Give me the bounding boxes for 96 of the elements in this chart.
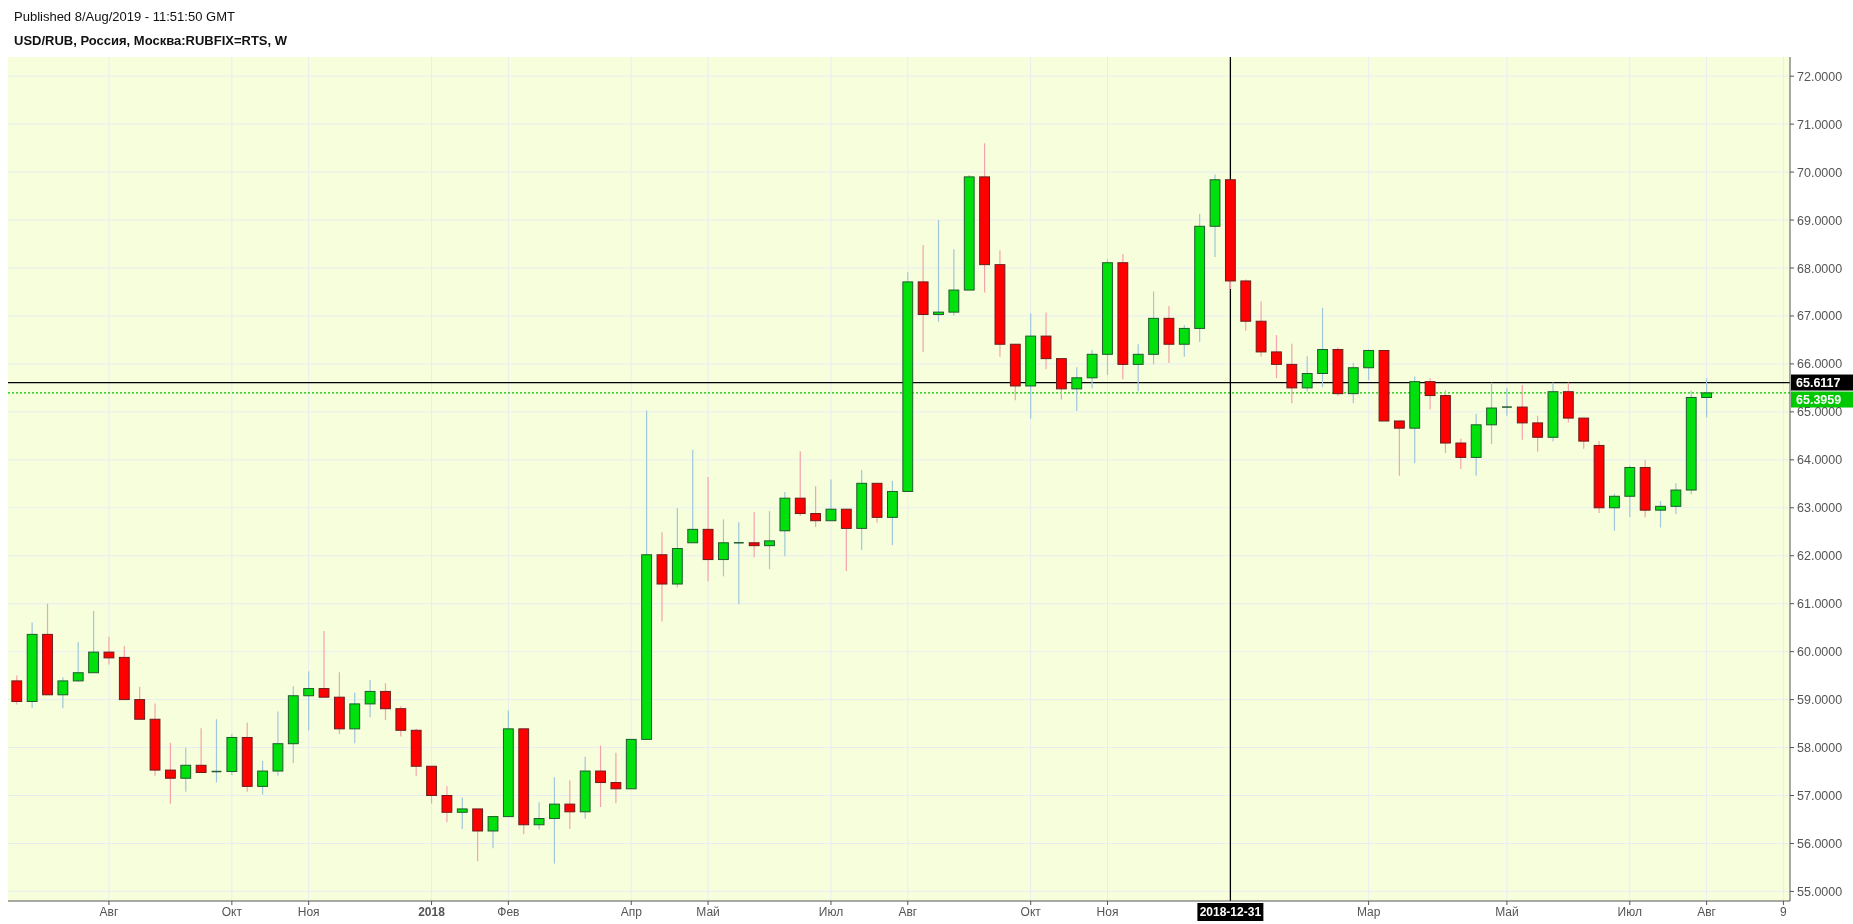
x-tick-label: Ноя: [297, 905, 320, 919]
candlestick: [794, 450, 806, 517]
x-tick-label: Май: [696, 905, 720, 919]
candlestick: [456, 796, 468, 830]
candlestick: [564, 779, 576, 830]
x-tick-label: Окт: [1020, 905, 1042, 919]
y-tick-label: 71.0000: [1797, 117, 1843, 132]
candlestick: [825, 478, 837, 522]
y-tick-label: 72.0000: [1797, 69, 1843, 84]
candlestick: [72, 641, 84, 683]
x-tick-label: Авг: [898, 905, 918, 919]
candlestick: [164, 742, 176, 805]
candlestick: [1301, 355, 1313, 392]
candlestick: [364, 679, 376, 718]
candlestick: [303, 670, 315, 731]
candlestick: [487, 816, 499, 849]
x-tick-label: 2018: [418, 905, 446, 919]
candlestick: [810, 485, 822, 528]
y-tick-label: 69.0000: [1797, 213, 1843, 228]
y-tick-label: 58.0000: [1797, 741, 1843, 756]
candlestick: [1501, 387, 1513, 417]
candlestick: [533, 801, 545, 831]
y-tick-label: 61.0000: [1797, 597, 1843, 612]
candlestick: [380, 682, 391, 721]
x-tick-label: Авг: [99, 905, 119, 919]
candlestick: [1655, 500, 1666, 529]
candlestick: [88, 610, 99, 674]
candlestick: [441, 785, 453, 823]
chart-title: USD/RUB, Россия, Москва:RUBFIX=RTS, W: [14, 33, 288, 48]
y-tick-label: 60.0000: [1797, 645, 1843, 660]
candlestick: [1086, 349, 1098, 389]
candlestick: [1455, 438, 1467, 470]
y-tick-label: 55.0000: [1797, 884, 1843, 899]
candlestick: [11, 675, 23, 705]
candlestick: [1486, 382, 1497, 445]
candlestick: [257, 760, 268, 796]
candlestick: [1701, 377, 1713, 419]
x-tick-label: Апр: [620, 905, 643, 919]
candlestick: [733, 521, 745, 605]
candlestick: [933, 219, 944, 323]
candlestick: [1578, 417, 1590, 450]
y-tick-label: 62.0000: [1797, 549, 1843, 564]
x-tick-label: Фев: [497, 905, 520, 919]
candlestick: [103, 636, 115, 666]
ref-line-label: 2018-12-31: [1199, 905, 1262, 919]
candlestick: [549, 776, 560, 865]
x-tick-label: Май: [1495, 905, 1519, 919]
candlestick: [1670, 482, 1682, 515]
y-tick-label: 68.0000: [1797, 261, 1843, 276]
candlestick: [1271, 334, 1282, 379]
candlestick: [840, 508, 852, 572]
x-tick-label: Июл: [818, 905, 844, 919]
candlestick: [1286, 343, 1298, 404]
x-tick-label: Ноя: [1096, 905, 1119, 919]
candlestick: [1532, 415, 1544, 453]
candlestick: [1071, 366, 1083, 412]
candlestick: [718, 518, 729, 577]
candlestick: [472, 808, 484, 862]
candlestick: [1178, 324, 1190, 358]
candlestick: [1363, 348, 1375, 381]
candlestick: [687, 449, 699, 544]
x-tick-label: Окт: [221, 905, 243, 919]
candlestick: [318, 630, 330, 698]
candlestick: [180, 746, 192, 793]
candlestick: [610, 752, 622, 804]
x-tick-label: Мар: [1356, 905, 1381, 919]
candlestick: [1516, 384, 1528, 441]
ref-line-label: 65.3959: [1796, 393, 1842, 408]
x-tick-label: Июл: [1617, 905, 1642, 919]
candlestick: [1040, 312, 1052, 370]
y-tick-label: 59.0000: [1797, 693, 1843, 708]
candlestick: [1424, 377, 1436, 411]
candlestick: [1393, 420, 1405, 477]
candlestick: [1317, 307, 1328, 388]
text: Published 8/Aug/2019 - 11:51:50 GMT: [14, 9, 235, 24]
candlestick: [134, 686, 146, 720]
candlestick: [57, 676, 69, 709]
candlestick: [195, 727, 207, 774]
y-tick-label: 65.0000: [1797, 405, 1843, 420]
candlestick: [1609, 493, 1620, 532]
y-tick-label: 67.0000: [1797, 309, 1843, 324]
candlestick: [1132, 343, 1144, 392]
candlestick: [395, 705, 407, 738]
y-tick-label: 56.0000: [1797, 836, 1843, 851]
ref-line-label: 65.6117: [1796, 376, 1841, 391]
y-tick-label: 57.0000: [1797, 789, 1843, 803]
candlestick: [948, 248, 960, 317]
y-tick-label: 64.0000: [1797, 453, 1843, 468]
y-tick-label: 70.0000: [1797, 165, 1843, 180]
candlestick: [748, 511, 760, 558]
candlestick: [764, 510, 775, 570]
x-tick-label: Авг: [1697, 905, 1717, 919]
y-tick-label: 66.0000: [1797, 357, 1843, 372]
x-tick-label: 9: [1780, 905, 1788, 919]
candlestick: [595, 745, 606, 808]
y-tick-label: 63.0000: [1797, 501, 1843, 516]
